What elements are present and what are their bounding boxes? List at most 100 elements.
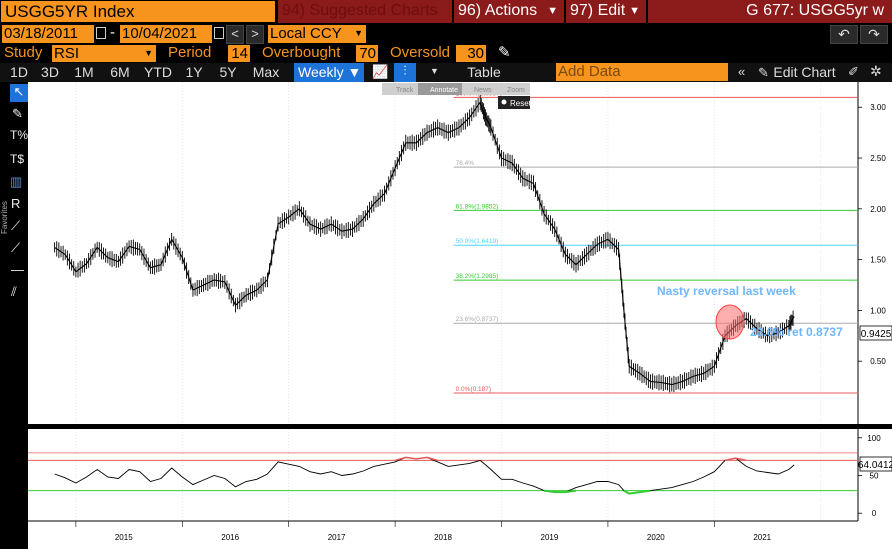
x-tick-label: 2017 [328, 533, 346, 542]
dollar-tool-icon[interactable]: T$ [10, 152, 25, 166]
rsi-overbought-segment [416, 456, 428, 460]
r-tool-icon[interactable]: R [11, 196, 21, 211]
bar-chart-icon: ⫶ [403, 63, 407, 78]
line-chart-icon[interactable]: 📈 [372, 64, 389, 79]
rsi-panel-bg [28, 429, 858, 521]
reversal-annotation[interactable]: Nasty reversal last week [657, 284, 796, 298]
actions-button[interactable]: 96) Actions ▼ [454, 0, 564, 23]
retracement-annotation[interactable]: 23.6% ret 0.8737 [750, 325, 843, 339]
range-1d[interactable]: 1D [10, 64, 28, 80]
price-axis-bg [858, 82, 892, 424]
overbought-label: Overbought [262, 44, 341, 61]
table-button-label: Table [467, 64, 501, 80]
chevron-down-icon: ▼ [354, 28, 363, 38]
start-date-text: 03/18/2011 [4, 25, 78, 42]
overbought-value: 70 [359, 45, 376, 62]
range-6m[interactable]: 6M [110, 64, 130, 80]
percent-tool-icon[interactable]: T% [10, 128, 28, 142]
range-ytd[interactable]: YTD [144, 64, 172, 80]
rsi-overbought-segment [394, 456, 406, 462]
rsi-levels [28, 452, 858, 492]
horizontal-line-tool-icon[interactable]: — [11, 262, 24, 277]
panel-divider[interactable] [28, 424, 892, 429]
fib-level-label: 61.8%(1.9852) [456, 203, 499, 210]
rsi-oversold-segment [629, 491, 640, 495]
rsi-oversold-segment [639, 489, 651, 494]
add-data-field[interactable]: Add Data [556, 63, 728, 81]
edit-chart-button[interactable]: ✎ Edit Chart [758, 64, 842, 81]
pencil-tool-icon[interactable]: ✎ [12, 106, 23, 121]
redo-button[interactable]: ↷ [860, 25, 888, 44]
edit-button[interactable]: 97) Edit ▼ [566, 0, 646, 23]
next-period-button[interactable]: > [246, 25, 264, 44]
ticker-text: USGG5YR Index [5, 2, 135, 21]
x-tick-label: 2020 [647, 533, 665, 542]
news-button[interactable]: News [474, 87, 492, 94]
period-field[interactable]: 14 [228, 45, 250, 62]
range-5y[interactable]: 5Y [219, 64, 237, 80]
favorites-tab[interactable]: Favorites [0, 190, 9, 250]
range-3d[interactable]: 3D [41, 64, 59, 80]
edit-icon[interactable]: ✐ [848, 64, 859, 79]
pencil-icon[interactable]: ✎ [498, 44, 511, 61]
price-tick-label: 1.00 [870, 306, 886, 315]
calendar-icon[interactable] [214, 27, 224, 39]
start-date-field[interactable]: 03/18/2011 [2, 25, 94, 43]
ticker-field[interactable]: USGG5YR Index [0, 0, 276, 23]
price-series [54, 94, 795, 393]
trendline-tool-icon[interactable]: ⟋ [11, 240, 21, 255]
bar-chart-toggle[interactable]: ⫶ [394, 63, 416, 82]
end-date-text: 10/04/2021 [122, 25, 198, 42]
price-last-value: 0.9425 [861, 329, 892, 340]
brush-tool-icon[interactable]: ⟋ [11, 218, 21, 233]
price-tick-label: 3.00 [870, 103, 886, 112]
gear-icon[interactable]: ✲ [870, 63, 882, 79]
add-data-text: Add Data [558, 63, 621, 80]
x-axis-bg [28, 521, 892, 549]
reversal-highlight-circle[interactable] [715, 304, 745, 340]
edit-label: 97) Edit [570, 2, 626, 19]
zoom-button[interactable]: Zoom [507, 87, 525, 94]
reset-button[interactable]: Reset [510, 99, 532, 108]
price-chart[interactable]: 100.0%(3.0967)76.4%61.8%(1.9852)50.0%(1.… [28, 82, 892, 549]
overbought-field[interactable]: 70 [356, 45, 378, 62]
track-button[interactable]: Track [396, 87, 414, 94]
chevron-left-icon: < [231, 26, 239, 41]
study-value: RSI [54, 45, 80, 62]
range-1y[interactable]: 1Y [185, 64, 203, 80]
rsi-axis-ticks: 100 50 0 [858, 434, 881, 518]
chart-type-dropdown-icon[interactable]: ▼ [430, 66, 439, 76]
table-button[interactable]: Table [452, 64, 516, 81]
price-tick-label: 2.00 [870, 205, 886, 214]
rsi-last-value-tag [859, 456, 892, 472]
study-select[interactable]: RSI ▼ [52, 45, 156, 62]
period-select[interactable]: Weekly ▼ [294, 63, 364, 82]
collapse-icon[interactable]: « [738, 64, 746, 79]
calendar-icon[interactable] [96, 27, 106, 39]
price-tick-label: 0.50 [870, 357, 886, 366]
undo-button[interactable]: ↶ [830, 25, 858, 44]
fib-level-label: 0.0%(0.187) [456, 386, 491, 393]
fib-tool-icon[interactable]: ▥ [10, 174, 23, 189]
price-panel-bg [28, 82, 858, 424]
annotate-button-bg [418, 83, 462, 95]
range-max[interactable]: Max [252, 64, 280, 80]
range-1m[interactable]: 1M [74, 64, 94, 80]
period-value: 14 [231, 45, 248, 62]
rsi-oversold-segment [565, 489, 577, 494]
rsi-overbought-segment [426, 456, 438, 462]
end-date-field[interactable]: 10/04/2021 [120, 25, 212, 43]
chart-title-bar: G 677: USGG5yr w [648, 0, 892, 23]
oversold-field[interactable]: 30 [456, 45, 486, 62]
channel-tool-icon[interactable]: ⫽ [11, 284, 17, 299]
edit-chart-label: Edit Chart [773, 64, 836, 80]
pencil-icon: ✎ [758, 65, 769, 80]
rsi-overbought-segment [735, 457, 747, 462]
redo-icon: ↷ [868, 26, 880, 42]
currency-select[interactable]: Local CCY ▼ [268, 25, 366, 43]
prev-period-button[interactable]: < [226, 25, 244, 44]
annotate-button[interactable]: Annotate [430, 87, 458, 94]
pointer-tool[interactable]: ↖ [10, 84, 28, 102]
suggested-charts-button[interactable]: 94) Suggested Charts [278, 0, 452, 23]
rsi-tick-label: 50 [870, 472, 879, 481]
